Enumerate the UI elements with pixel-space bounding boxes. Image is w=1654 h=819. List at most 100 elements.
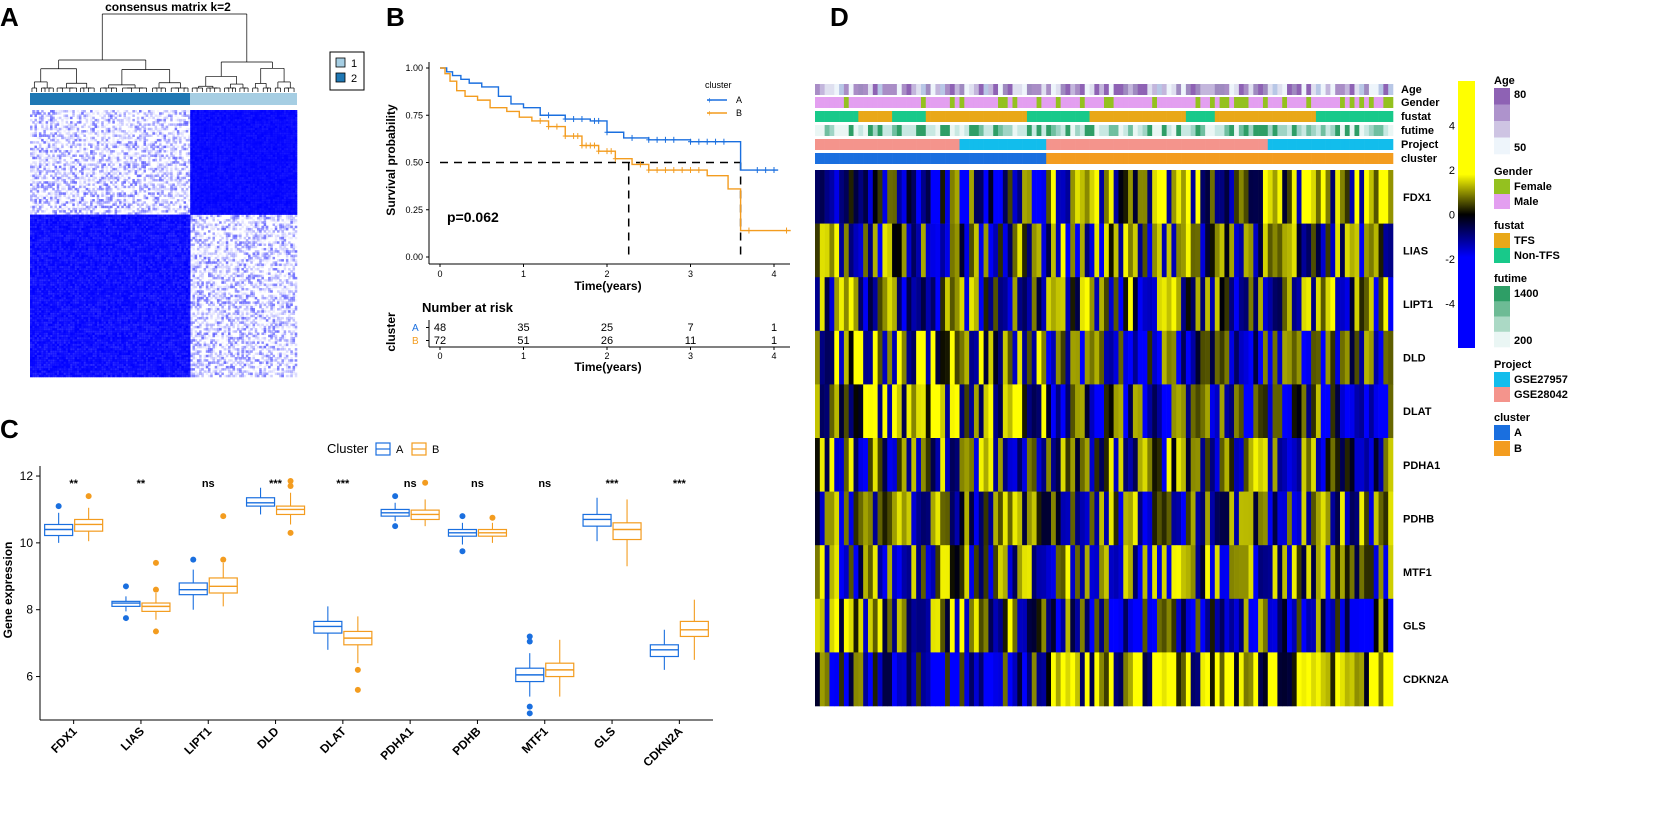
consensus-cell (294, 110, 298, 113)
consensus-cell (50, 221, 53, 224)
consensus-cell (45, 183, 49, 186)
consensus-cell (34, 112, 37, 115)
consensus-cell (76, 143, 80, 146)
consensus-cell (159, 187, 162, 191)
consensus-cell (32, 223, 35, 226)
consensus-cell (268, 170, 271, 173)
consensus-cell (210, 178, 213, 182)
consensus-cell (290, 134, 293, 137)
consensus-cell (83, 134, 86, 137)
consensus-cell (154, 216, 158, 220)
consensus-cell (187, 121, 191, 124)
consensus-cell (283, 203, 287, 206)
consensus-cell (279, 161, 282, 164)
consensus-cell (119, 194, 122, 198)
consensus-cell (92, 192, 95, 195)
consensus-cell (294, 150, 298, 153)
consensus-cell (279, 158, 282, 162)
consensus-cell (116, 178, 120, 182)
consensus-cell (276, 190, 280, 193)
consensus-cell (76, 116, 80, 120)
consensus-cell (248, 114, 251, 117)
consensus-cell (294, 172, 298, 175)
consensus-cell (130, 212, 133, 215)
consensus-cell (94, 192, 98, 195)
consensus-cell (96, 201, 100, 204)
consensus-cell (274, 145, 278, 149)
consensus-cell (225, 112, 229, 115)
consensus-cell (194, 174, 198, 178)
consensus-cell (290, 192, 293, 195)
consensus-cell (125, 163, 129, 166)
consensus-cell (119, 207, 122, 211)
consensus-cell (165, 163, 169, 166)
consensus-cell (165, 154, 169, 158)
consensus-cell (116, 187, 120, 191)
consensus-cell (243, 201, 247, 204)
consensus-cell (101, 112, 104, 115)
consensus-cell (236, 125, 240, 129)
consensus-cell (205, 210, 209, 213)
consensus-cell (223, 154, 227, 158)
consensus-cell (254, 190, 258, 193)
consensus-cell (90, 190, 93, 193)
consensus-cell (199, 147, 202, 151)
consensus-cell (250, 116, 253, 120)
consensus-cell (92, 143, 95, 146)
consensus-cell (47, 141, 51, 144)
consensus-cell (83, 199, 86, 202)
consensus-cell (50, 118, 53, 122)
consensus-cell (236, 145, 240, 149)
consensus-cell (32, 194, 35, 198)
consensus-cell (288, 178, 291, 182)
consensus-cell (123, 221, 126, 224)
consensus-cell (150, 123, 153, 126)
consensus-cell (225, 176, 229, 180)
consensus-cell (116, 127, 120, 131)
consensus-cell (185, 110, 189, 113)
consensus-cell (259, 123, 262, 126)
consensus-cell (212, 147, 215, 151)
consensus-cell (236, 114, 240, 117)
consensus-cell (181, 145, 184, 149)
consensus-cell (219, 203, 222, 206)
consensus-cell (194, 121, 198, 124)
consensus-cell (254, 163, 258, 166)
consensus-cell (103, 158, 106, 162)
consensus-cell (187, 221, 191, 224)
consensus-cell (294, 134, 298, 137)
consensus-cell (92, 174, 95, 178)
consensus-cell (136, 170, 140, 173)
consensus-cell (61, 145, 64, 149)
consensus-cell (248, 132, 251, 135)
consensus-cell (170, 201, 173, 204)
consensus-cell (112, 172, 115, 175)
consensus-cell (30, 216, 33, 220)
consensus-cell (127, 212, 131, 215)
consensus-cell (74, 138, 78, 142)
consensus-cell (36, 112, 40, 115)
consensus-cell (292, 110, 296, 113)
consensus-cell (165, 145, 169, 149)
consensus-cell (272, 112, 276, 115)
consensus-cell (252, 125, 256, 129)
consensus-cell (150, 127, 153, 131)
consensus-cell (56, 165, 60, 169)
consensus-cell (236, 194, 240, 198)
consensus-cell (216, 130, 220, 133)
consensus-cell (243, 170, 247, 173)
consensus-cell (143, 223, 146, 226)
consensus-cell (221, 158, 224, 162)
consensus-cell (259, 110, 262, 113)
consensus-cell (276, 112, 280, 115)
consensus-cell (134, 212, 138, 215)
consensus-cell (201, 110, 204, 113)
consensus-cell (163, 127, 167, 131)
consensus-cell (239, 158, 242, 162)
consensus-cell (96, 178, 100, 182)
consensus-cell (272, 138, 276, 142)
consensus-cell (38, 158, 42, 162)
consensus-cell (212, 125, 215, 129)
consensus-cell (174, 210, 178, 213)
consensus-cell (61, 219, 64, 222)
